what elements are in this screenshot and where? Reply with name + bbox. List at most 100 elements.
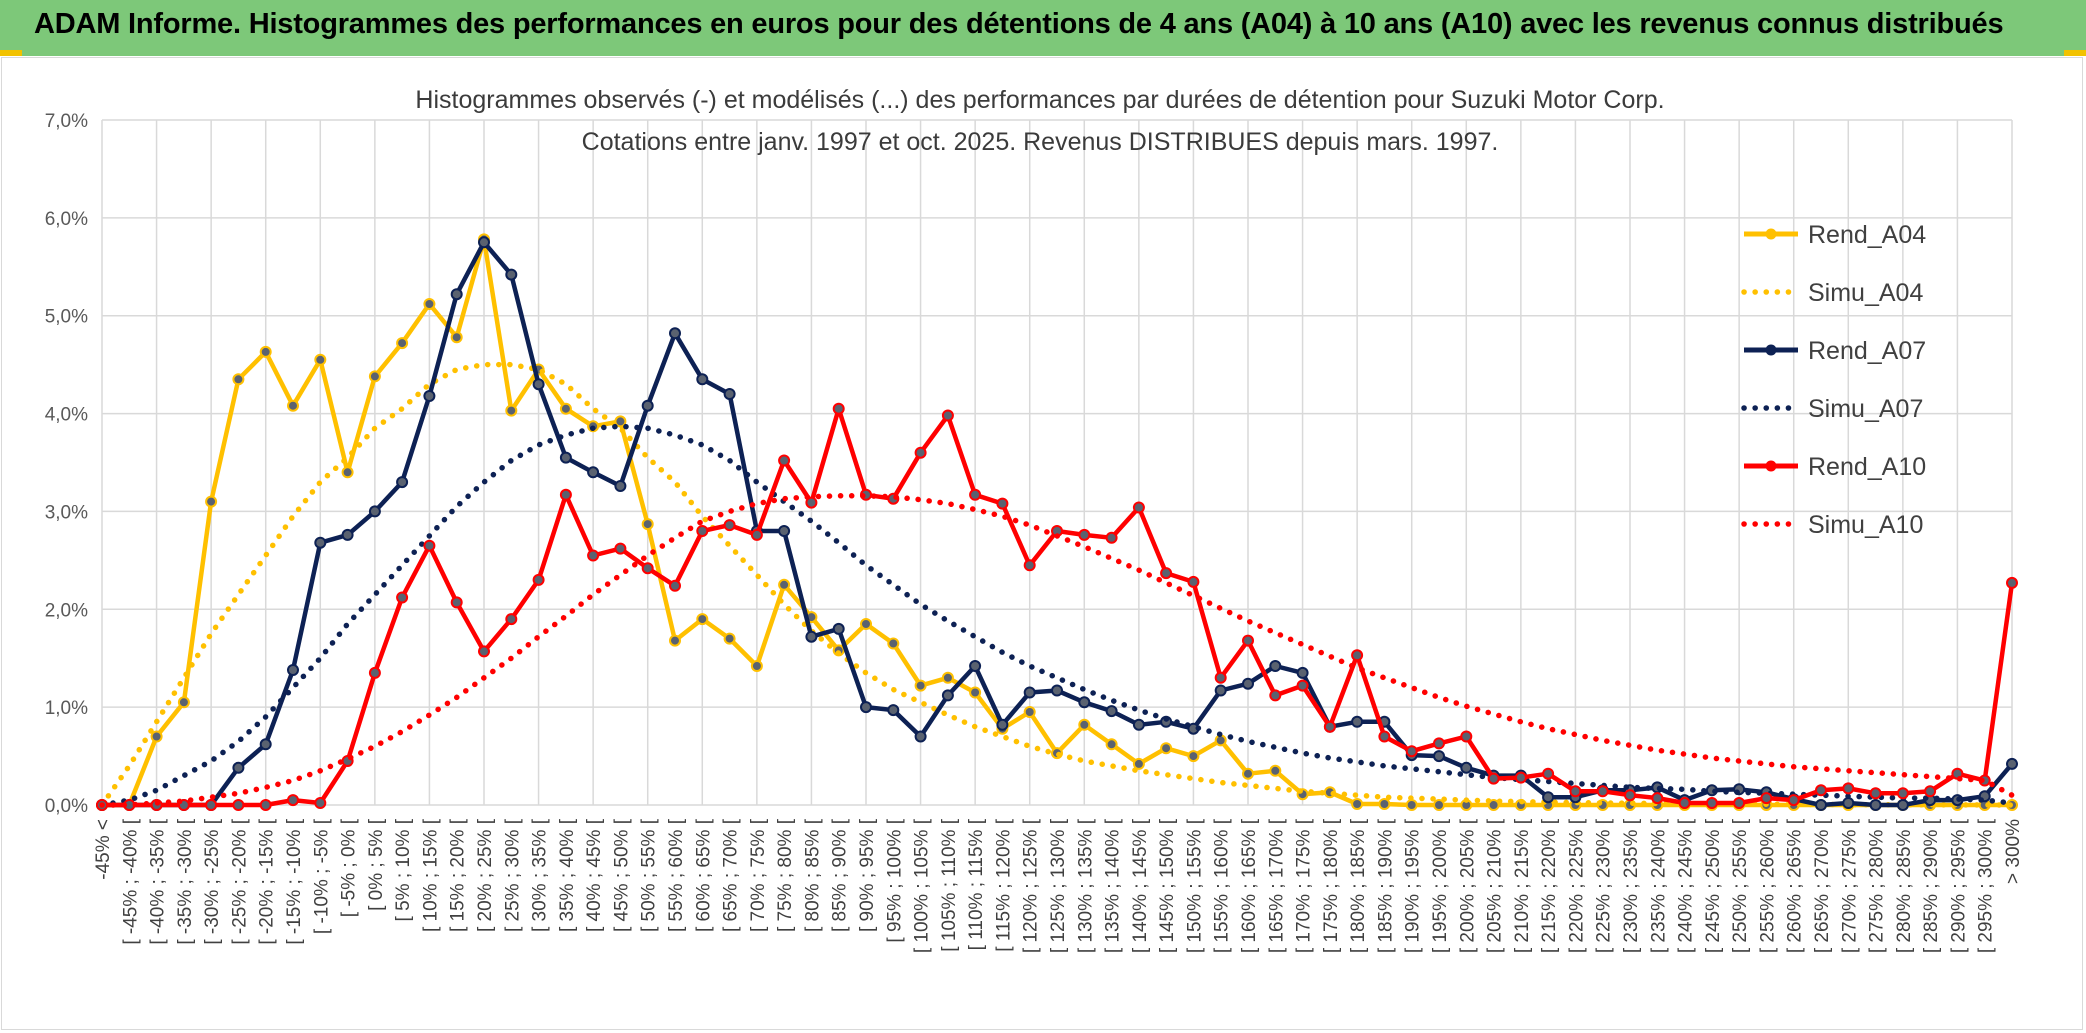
data-point-rend-a10 xyxy=(614,542,627,555)
x-tick-label: [ 10% ; 15% [ xyxy=(420,818,441,932)
data-point-rend-a10 xyxy=(1596,785,1609,798)
legend-marker-rend-a04 xyxy=(1765,228,1777,240)
x-tick-label: [ 25% ; 30% [ xyxy=(502,818,523,932)
x-tick-label: [ 295% ; 300% [ xyxy=(1976,818,1997,953)
legend-label-simu-a07: Simu_A07 xyxy=(1808,395,1923,423)
x-tick-label: -45% < xyxy=(93,819,114,880)
data-point-rend-a04 xyxy=(641,518,654,531)
x-tick-label: [ 200% ; 205% [ xyxy=(1457,818,1478,953)
x-tick-label: [ 15% ; 20% [ xyxy=(448,818,469,932)
x-tick-label: [ -20% ; -15% [ xyxy=(257,818,278,944)
x-tick-label: [ 175% ; 180% [ xyxy=(1321,818,1342,953)
x-tick-label: [ 90% ; 95% [ xyxy=(857,818,878,932)
data-point-rend-a10 xyxy=(1705,797,1718,809)
x-tick-label: [ 35% ; 40% [ xyxy=(557,818,578,932)
data-point-rend-a04 xyxy=(177,696,190,709)
x-tick-label: [ 285% ; 290% [ xyxy=(1921,818,1942,953)
data-point-rend-a07 xyxy=(341,528,354,541)
x-tick-label: [ 110% ; 115% [ xyxy=(966,818,987,950)
data-point-rend-a10 xyxy=(1924,785,1937,798)
y-tick-label: 3,0% xyxy=(45,502,88,523)
data-point-rend-a10 xyxy=(205,799,218,811)
data-point-rend-a04 xyxy=(1405,799,1418,811)
data-point-rend-a10 xyxy=(478,645,490,658)
data-point-rend-a07 xyxy=(860,701,872,714)
data-point-rend-a04 xyxy=(232,373,245,386)
x-tick-label: [ 215% ; 220% [ xyxy=(1539,818,1560,953)
x-tick-label: [ 70% ; 75% [ xyxy=(748,818,769,932)
legend: Rend_A04 Simu_A04 Rend_A07 Simu_A07 Rend_A10… xyxy=(1741,221,1926,539)
x-tick-label: [ 45% ; 50% [ xyxy=(611,818,632,932)
x-tick-label: > 300% xyxy=(2003,819,2024,884)
data-point-rend-a07 xyxy=(559,451,572,464)
data-point-rend-a10 xyxy=(423,539,436,552)
series-line-rend-a07 xyxy=(102,240,2014,808)
x-tick-label: [ 280% ; 285% [ xyxy=(1894,818,1915,953)
data-point-rend-a07 xyxy=(1815,799,1827,811)
data-point-rend-a10 xyxy=(1487,772,1500,785)
data-point-rend-a04 xyxy=(669,634,681,647)
data-point-rend-a10 xyxy=(778,454,791,467)
data-point-rend-a10 xyxy=(723,519,736,532)
data-point-rend-a10 xyxy=(1323,720,1336,733)
data-point-rend-a10 xyxy=(832,402,845,415)
x-tick-label: [ 5% ; 10% [ xyxy=(393,818,414,921)
data-point-rend-a10 xyxy=(1787,794,1800,807)
data-point-rend-a10 xyxy=(450,596,463,609)
legend-label-rend-a04: Rend_A04 xyxy=(1808,221,1926,249)
chart-frame xyxy=(1,57,2083,1030)
grid-layer xyxy=(101,119,2013,806)
data-point-rend-a04 xyxy=(941,671,954,684)
series-line-rend-a10 xyxy=(102,406,2015,808)
data-point-rend-a07 xyxy=(805,630,818,643)
data-point-rend-a10 xyxy=(1433,737,1445,750)
data-point-rend-a07 xyxy=(669,327,681,340)
data-point-rend-a10 xyxy=(1105,531,1118,544)
data-point-rend-a10 xyxy=(559,488,572,501)
data-point-rend-a10 xyxy=(1160,567,1173,580)
x-tick-label: [ 65% ; 70% [ xyxy=(721,818,742,932)
y-tick-label: 1,0% xyxy=(45,698,88,719)
data-point-rend-a10 xyxy=(696,525,709,537)
series-line-simu-a04 xyxy=(99,361,2015,808)
data-point-rend-a07 xyxy=(1869,799,1882,811)
data-point-rend-a04 xyxy=(1132,757,1145,770)
data-point-rend-a04 xyxy=(423,298,436,310)
data-point-rend-a07 xyxy=(2006,757,2018,770)
y-tick-label: 5,0% xyxy=(45,307,88,328)
data-point-rend-a04 xyxy=(1269,764,1282,777)
data-point-rend-a10 xyxy=(2006,576,2018,589)
x-tick-label: [ 245% ; 250% [ xyxy=(1703,818,1724,953)
data-point-rend-a10 xyxy=(969,488,982,501)
data-point-rend-a07 xyxy=(532,378,545,391)
data-point-rend-a10 xyxy=(368,666,381,679)
x-tick-label: [ 120% ; 125% [ xyxy=(1021,818,1042,953)
x-tick-label: [ 220% ; 225% [ xyxy=(1566,818,1587,953)
y-tick-label: 2,0% xyxy=(45,600,88,621)
report-title: ADAM Informe. Histogrammes des performan… xyxy=(34,8,2004,40)
x-tick-label: [ -15% ; -10% [ xyxy=(284,818,305,944)
data-point-rend-a10 xyxy=(1733,797,1746,809)
data-point-rend-a10 xyxy=(232,799,245,811)
legend-marker-rend-a10 xyxy=(1765,460,1777,472)
report-banner: ADAM Informe. Histogrammes des performan… xyxy=(0,0,2086,56)
data-point-rend-a10 xyxy=(1242,634,1254,647)
y-tick-label: 4,0% xyxy=(45,405,88,426)
series-line-rend-a04 xyxy=(102,237,2012,808)
data-point-rend-a04 xyxy=(723,632,736,645)
x-tick-label: [ -30% ; -25% [ xyxy=(202,818,223,944)
data-point-rend-a07 xyxy=(887,704,900,717)
x-tick-label: [ 205% ; 210% [ xyxy=(1485,818,1506,953)
data-point-rend-a07 xyxy=(1132,718,1145,731)
data-point-rend-a04 xyxy=(205,495,218,508)
data-point-rend-a04 xyxy=(1433,799,1445,811)
data-point-rend-a07 xyxy=(1023,686,1036,699)
x-tick-label: [ 165% ; 170% [ xyxy=(1266,818,1287,953)
data-point-rend-a10 xyxy=(996,497,1009,510)
data-point-rend-a07 xyxy=(232,761,245,774)
data-point-rend-a07 xyxy=(1896,799,1909,811)
data-point-rend-a07 xyxy=(1351,715,1364,728)
data-point-rend-a04 xyxy=(914,679,927,692)
data-point-rend-a10 xyxy=(287,794,299,807)
